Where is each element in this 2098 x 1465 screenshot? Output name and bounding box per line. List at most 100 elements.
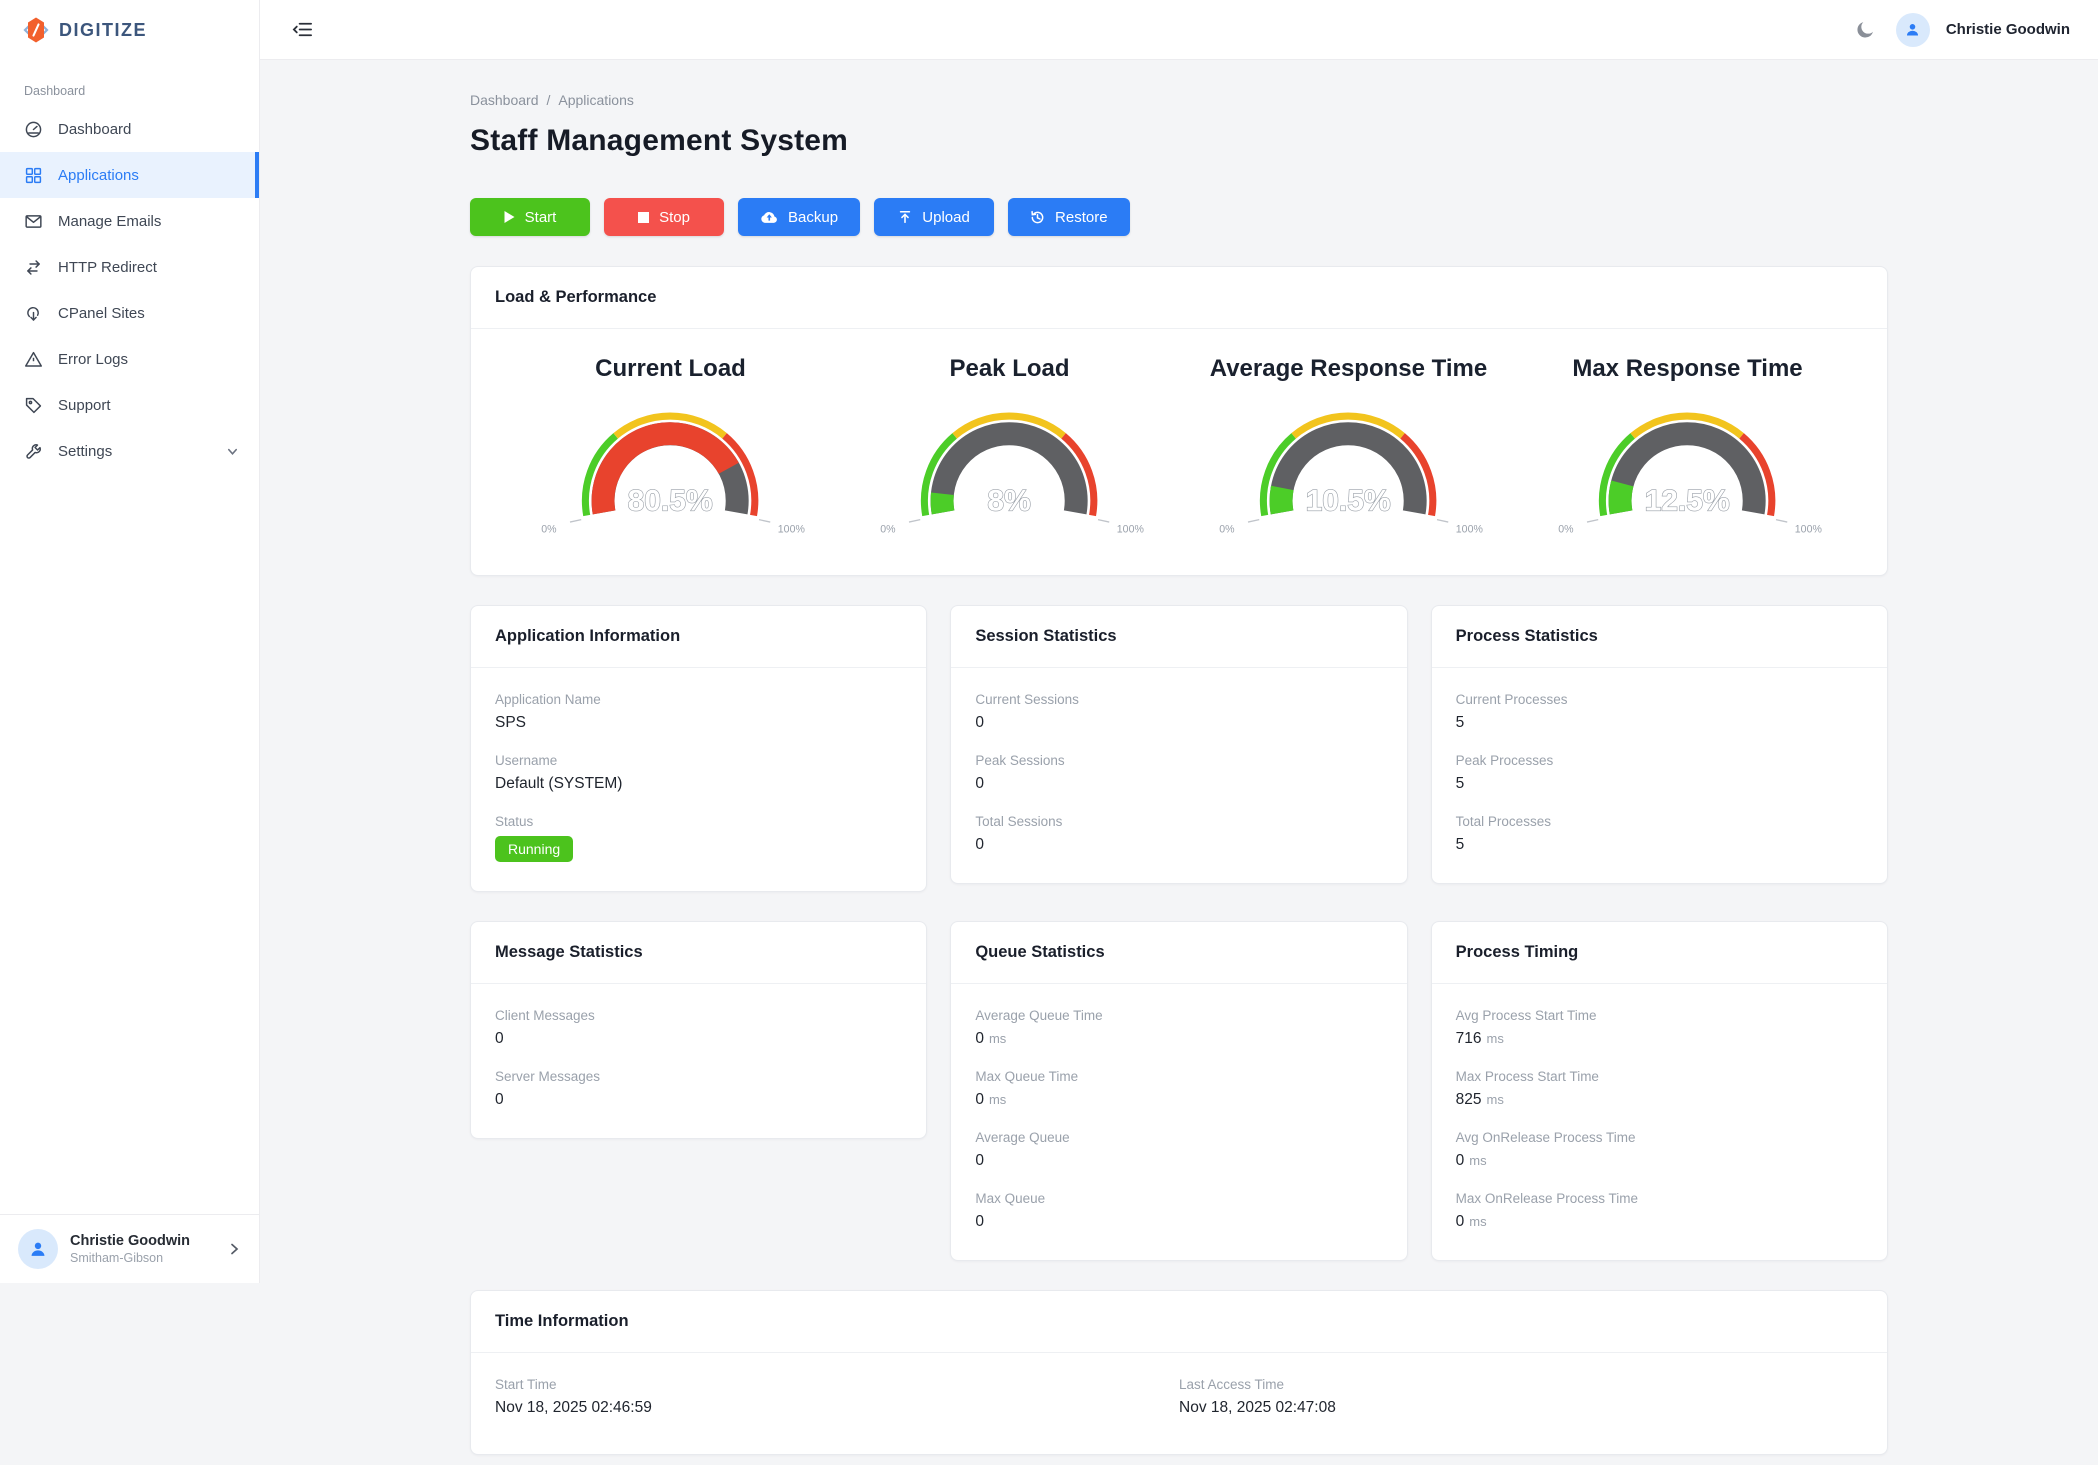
breadcrumb-separator: / — [547, 92, 551, 108]
backup-button[interactable]: Backup — [738, 198, 860, 236]
stat-value: 0 — [975, 836, 1382, 854]
stat-value: 0ms — [975, 1030, 1382, 1048]
gauge-title: Average Response Time — [1210, 355, 1487, 383]
sidebar-collapse-button[interactable] — [288, 15, 317, 44]
topbar-user-name: Christie Goodwin — [1946, 21, 2070, 38]
sidebar-user-name: Christie Goodwin — [70, 1233, 215, 1249]
stat-value: 0ms — [1456, 1152, 1863, 1170]
stat-label: Peak Sessions — [975, 753, 1382, 768]
page-title: Staff Management System — [470, 124, 1888, 158]
stat-item: Total Sessions0 — [975, 814, 1382, 854]
start-button[interactable]: Start — [470, 198, 590, 236]
brand-name: DIGITIZE — [59, 20, 147, 41]
stat-label: Average Queue — [975, 1130, 1382, 1145]
stat-item: Last Access Time Nov 18, 2025 02:47:08 — [1179, 1377, 1863, 1417]
stat-label: Start Time — [495, 1377, 1179, 1392]
stat-value: 0ms — [1456, 1213, 1863, 1231]
stat-value: Default (SYSTEM) — [495, 775, 902, 793]
sidebar-item-settings[interactable]: Settings — [0, 428, 259, 474]
stat-item: Peak Sessions0 — [975, 753, 1382, 793]
stat-value: 0 — [975, 1213, 1382, 1231]
sidebar-item-manage-emails[interactable]: Manage Emails — [0, 198, 259, 244]
sidebar: DIGITIZE Dashboard Dashboard Application… — [0, 0, 260, 1283]
stat-value: 0 — [495, 1091, 902, 1109]
stat-label: Avg Process Start Time — [1456, 1008, 1863, 1023]
process-statistics-card: Process Statistics Current Processes5Pea… — [1431, 605, 1888, 884]
stat-item: Start TimeNov 18, 2025 02:46:59 — [495, 1377, 1179, 1417]
status-badge: Running — [495, 836, 573, 862]
stat-value: SPS — [495, 714, 902, 732]
action-buttons: Start Stop Backup Uplo — [470, 198, 1888, 236]
sidebar-item-dashboard[interactable]: Dashboard — [0, 106, 259, 152]
sidebar-user-org: Smitham-Gibson — [70, 1251, 215, 1265]
stat-label: Average Queue Time — [975, 1008, 1382, 1023]
envelope-icon — [24, 212, 43, 231]
avatar — [18, 1229, 58, 1269]
brand-logo[interactable]: DIGITIZE — [0, 0, 259, 60]
stat-item: Avg OnRelease Process Time 0ms — [1456, 1130, 1863, 1170]
stat-item: Total Processes5 — [1456, 814, 1863, 854]
stat-item: Username Default (SYSTEM) — [495, 753, 902, 793]
wrench-icon — [24, 442, 43, 461]
restore-button[interactable]: Restore — [1008, 198, 1130, 236]
stat-label: Avg OnRelease Process Time — [1456, 1130, 1863, 1145]
stat-value: 0ms — [975, 1091, 1382, 1109]
sidebar-item-error-logs[interactable]: Error Logs — [0, 336, 259, 382]
process-timing-card: Process Timing Avg Process Start Time716… — [1431, 921, 1888, 1261]
breadcrumb-applications[interactable]: Applications — [558, 92, 634, 108]
chevron-right-icon — [227, 1242, 241, 1256]
stat-value: 5 — [1456, 714, 1863, 732]
stat-value: 0 — [975, 714, 1382, 732]
stat-value: 0 — [495, 1030, 902, 1048]
play-icon — [504, 211, 515, 223]
sidebar-section-label: Dashboard — [0, 60, 259, 106]
gauge-max-label: 100% — [1794, 523, 1822, 535]
sidebar-item-http-redirect[interactable]: HTTP Redirect — [0, 244, 259, 290]
sidebar-nav: Dashboard Applications Manage Emails — [0, 106, 259, 474]
gauge-max-label: 100% — [1455, 523, 1483, 535]
sidebar-item-cpanel-sites[interactable]: CPanel Sites — [0, 290, 259, 336]
stat-label: Status — [495, 814, 902, 829]
gauge-current-load: Current Load0%100%80.5% — [501, 355, 840, 545]
stat-item: Max Queue Time0ms — [975, 1069, 1382, 1109]
stop-button[interactable]: Stop — [604, 198, 724, 236]
upload-icon — [898, 210, 912, 224]
applications-grid-icon — [24, 166, 43, 185]
stat-value: 5 — [1456, 775, 1863, 793]
time-information-card: Time Information Start TimeNov 18, 2025 … — [470, 1290, 1888, 1455]
stat-item: Avg Process Start Time 716ms — [1456, 1008, 1863, 1048]
stat-item: Peak Processes5 — [1456, 753, 1863, 793]
sidebar-item-applications[interactable]: Applications — [0, 152, 259, 198]
stat-label: Last Access Time — [1179, 1377, 1863, 1392]
gauge-max-label: 100% — [1116, 523, 1144, 535]
stat-value: Nov 18, 2025 02:47:08 — [1179, 1399, 1863, 1417]
dark-mode-toggle[interactable] — [1851, 15, 1880, 44]
stat-label: Max Queue — [975, 1191, 1382, 1206]
stat-label: Username — [495, 753, 902, 768]
stat-value: 716ms — [1456, 1030, 1863, 1048]
queue-statistics-card: Queue Statistics Average Queue Time0msMa… — [950, 921, 1407, 1261]
stat-label: Client Messages — [495, 1008, 902, 1023]
topbar-avatar[interactable] — [1896, 13, 1930, 47]
breadcrumb-dashboard[interactable]: Dashboard — [470, 92, 539, 108]
dashboard-icon — [24, 120, 43, 139]
sidebar-user-card[interactable]: Christie Goodwin Smitham-Gibson — [0, 1214, 259, 1283]
moon-icon — [1855, 19, 1876, 40]
gauges-row: Current Load0%100%80.5%Peak Load0%100%8%… — [471, 329, 1887, 575]
redirect-swap-icon — [24, 258, 43, 277]
load-performance-card: Load & Performance Current Load0%100%80.… — [470, 266, 1888, 576]
gauge-max-label: 100% — [777, 523, 805, 535]
upload-button[interactable]: Upload — [874, 198, 994, 236]
session-statistics-card: Session Statistics Current Sessions0Peak… — [950, 605, 1407, 884]
cloud-upload-icon — [760, 210, 778, 224]
stat-label: Current Sessions — [975, 692, 1382, 707]
sidebar-item-support[interactable]: Support — [0, 382, 259, 428]
message-statistics-card: Message Statistics Client Messages0Serve… — [470, 921, 927, 1139]
stop-icon — [638, 212, 649, 223]
gauge-title: Max Response Time — [1572, 355, 1802, 383]
load-performance-title: Load & Performance — [495, 288, 1863, 307]
stat-item: Average Queue Time 0ms — [975, 1008, 1382, 1048]
stat-item: Server Messages0 — [495, 1069, 902, 1109]
gauge-average-response-time: Average Response Time0%100%10.5% — [1179, 355, 1518, 545]
restore-history-icon — [1030, 210, 1045, 225]
